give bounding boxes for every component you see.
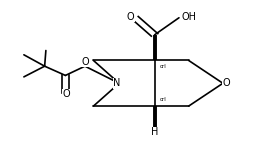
- Text: O: O: [63, 89, 70, 99]
- Text: crl: crl: [159, 97, 166, 102]
- Text: H: H: [151, 127, 158, 137]
- Text: O: O: [127, 12, 134, 22]
- Text: O: O: [223, 78, 230, 88]
- Text: OH: OH: [181, 12, 196, 22]
- Text: N: N: [113, 78, 121, 88]
- Text: O: O: [82, 57, 89, 67]
- Text: crl: crl: [159, 64, 166, 69]
